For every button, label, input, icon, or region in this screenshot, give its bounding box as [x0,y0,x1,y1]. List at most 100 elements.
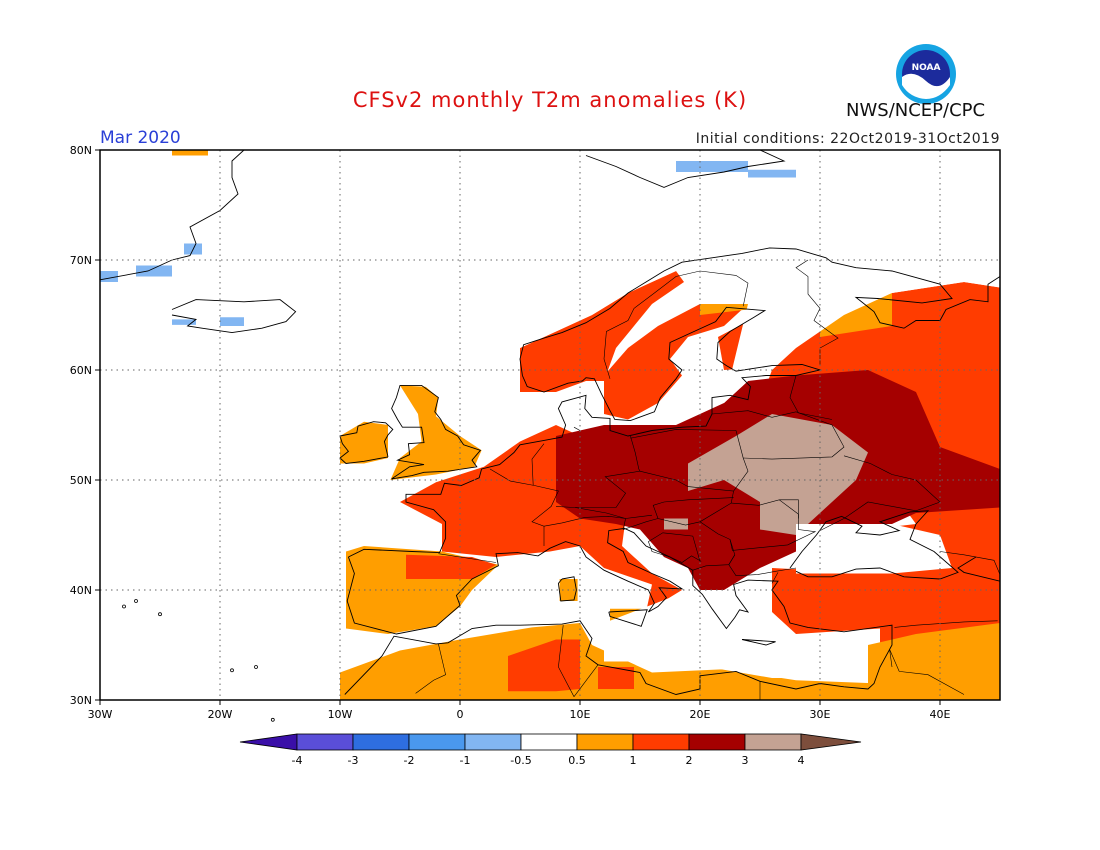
coastline-6 [585,149,786,188]
colorbar-box [408,733,466,751]
island-5 [134,599,138,603]
colorbar-label: 2 [686,754,693,767]
lat-tick-label: 30N [70,694,92,707]
region-tan-small [664,518,688,530]
colorbar-arrow-left [239,733,298,751]
colorbar-box [464,733,522,751]
region-atlantic-white [100,150,1000,700]
coastline-4 [171,299,297,334]
region-libya-red [598,667,634,689]
lon-tick-label: 10E [570,708,591,721]
coastline-1 [348,247,1001,558]
border-26 [415,643,446,694]
region-iceland-blue-2 [172,319,196,325]
lat-tick-label: 50N [70,474,92,487]
border-0 [438,553,497,563]
border-27 [939,551,1001,575]
region-greenland-orange [172,150,208,156]
region-middle-east [868,623,1000,700]
border-19 [779,499,799,519]
colorbar-box [632,733,690,751]
border-6 [711,410,845,460]
colorbar-label: -2 [404,754,415,767]
region-tan-core [688,414,868,535]
island-0 [230,668,234,673]
border-5 [630,429,749,492]
region-svalbard-blue-2 [748,169,796,178]
colorbar-label: 4 [798,754,805,767]
colorbar-box [352,733,410,751]
lon-tick-label: 20E [690,708,711,721]
region-greenland-blue-2 [136,265,172,277]
region-italy [544,518,682,612]
border-3 [573,426,581,431]
border-24 [573,664,599,697]
region-iceland-blue [220,317,244,326]
colorbar-label: 0.5 [568,754,586,767]
coastline-2 [391,384,482,480]
colorbar-label: -3 [348,754,359,767]
island-2 [270,717,275,722]
border-12 [622,514,659,530]
lon-tick-label: 0 [457,708,464,721]
border-20 [771,572,779,584]
coastline-11 [957,556,1001,582]
region-ireland [340,421,388,464]
noaa-logo-icon: NOAA [896,44,956,104]
border-25 [558,625,575,697]
lat-tick-label: 60N [70,364,92,377]
border-17 [603,270,701,379]
coastline-9 [741,639,776,646]
colorbar-label: -1 [460,754,471,767]
island-4 [122,604,126,609]
colorbar-arrow-right [800,733,862,751]
colorbar-box [296,733,354,751]
island-3 [158,612,162,617]
lon-tick-label: 30W [88,708,113,721]
colorbar-box [520,733,578,751]
coastline-0 [344,527,893,695]
border-10 [728,554,797,577]
region-france [400,425,580,557]
border-11 [648,532,702,563]
agency-label: NWS/NCEP/CPC [846,100,986,121]
lat-tick-label: 80N [70,144,92,157]
island-1 [254,665,258,669]
border-2 [531,443,545,486]
map-frame [99,149,1001,701]
border-22 [889,649,965,695]
colorbar-box [576,733,634,751]
lat-tick-label: 40N [70,584,92,597]
colorbar-label: -0.5 [510,754,531,767]
chart-title: CFSv2 monthly T2m anomalies (K) [352,88,748,112]
region-norway [520,271,700,392]
coastline-5 [99,149,245,281]
coastline-7 [557,576,577,602]
colorbar-label: -4 [292,754,303,767]
region-greenland-blue-1 [100,271,118,282]
colorbar-label: 1 [630,754,637,767]
coastline-8 [608,609,648,627]
forecast-month: Mar 2020 [100,128,181,148]
lon-tick-label: 30E [810,708,831,721]
region-sweden [604,304,748,420]
colorbar-box [744,733,802,751]
border-1 [489,468,559,546]
lon-tick-label: 20W [208,708,233,721]
border-15 [795,259,839,365]
region-black-sea-white [796,524,952,574]
region-iberia-red [406,554,496,579]
border-13 [543,507,626,527]
region-svalbard-blue [676,161,748,172]
colorbar-label: 3 [742,754,749,767]
lat-tick-label: 70N [70,254,92,267]
coastline-3 [339,421,394,464]
border-8 [699,499,817,551]
svg-text:NOAA: NOAA [912,63,941,73]
region-britain [390,385,482,480]
lon-tick-label: 10W [328,708,353,721]
region-algeria-red [508,639,580,692]
border-16 [699,270,749,307]
region-med-white [604,595,856,678]
